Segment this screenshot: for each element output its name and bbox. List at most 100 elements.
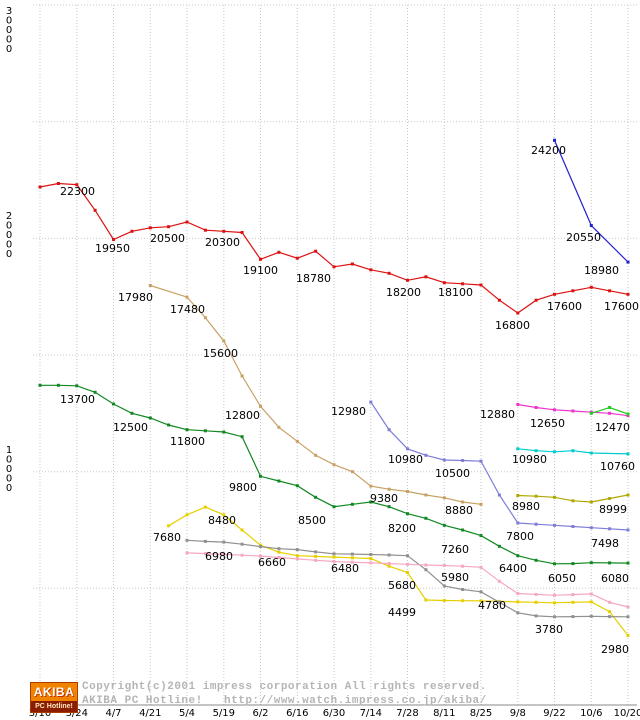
data-point-yellow (295, 554, 299, 558)
data-point-bright-green (608, 406, 612, 409)
point-label: 18100 (438, 286, 473, 299)
data-point-green (442, 523, 446, 527)
data-point-pink (314, 558, 318, 562)
data-point-green (608, 561, 612, 565)
data-point-periwinkle (626, 528, 630, 532)
data-point-periwinkle (571, 525, 575, 528)
data-point-pink (295, 557, 299, 561)
data-point-navy (589, 224, 593, 227)
data-point-gray (240, 542, 244, 546)
data-point-gray (571, 615, 575, 619)
point-label: 4499 (388, 606, 416, 619)
data-point-red (461, 282, 465, 286)
series-line-yellow (168, 506, 629, 636)
data-point-magenta (608, 411, 612, 415)
point-label: 2980 (601, 643, 629, 656)
data-point-pink (222, 552, 226, 556)
data-point-yellow (571, 600, 575, 604)
data-point-yellow (222, 513, 226, 517)
data-point-gray (259, 545, 262, 549)
x-tick-label: 6/16 (286, 708, 308, 719)
data-point-yellow (516, 600, 520, 604)
point-label: 5680 (388, 579, 416, 592)
data-point-green (112, 402, 115, 406)
data-point-green (387, 505, 391, 509)
point-label: 10980 (512, 453, 547, 466)
site-url-line: AKIBA PC Hotline! http://www.watch.impre… (82, 695, 487, 707)
data-point-periwinkle (553, 523, 556, 527)
data-point-red (479, 283, 483, 287)
data-point-gray (203, 539, 207, 543)
data-point-cyan (589, 451, 593, 455)
data-point-tan (185, 295, 189, 299)
data-point-navy (626, 260, 630, 264)
x-tick-label: 4/7 (105, 708, 121, 719)
point-label: 8999 (599, 503, 627, 516)
data-point-periwinkle (516, 521, 520, 525)
data-point-red (332, 265, 336, 269)
point-label: 24200 (531, 144, 566, 157)
point-label: 6400 (499, 562, 527, 575)
data-point-tan (479, 502, 483, 506)
data-point-periwinkle (534, 522, 538, 526)
data-point-pink (589, 592, 593, 596)
x-tick-label: 9/22 (543, 708, 565, 719)
data-point-green (222, 430, 226, 434)
data-point-periwinkle (461, 459, 465, 462)
data-point-pink (350, 560, 354, 564)
data-point-red (571, 289, 575, 293)
point-label: 7498 (591, 537, 619, 550)
data-point-olive (571, 499, 575, 503)
data-point-red (516, 311, 520, 315)
data-point-green (314, 495, 318, 499)
data-point-gray (534, 614, 538, 618)
data-point-pink (240, 553, 244, 557)
data-point-periwinkle (479, 459, 483, 463)
x-tick-label: 5/4 (179, 708, 195, 719)
data-point-gray (369, 553, 373, 556)
x-tick-label: 6/2 (252, 708, 268, 719)
point-label: 8880 (445, 504, 473, 517)
data-point-red (424, 275, 428, 279)
data-point-pink (406, 562, 409, 566)
data-point-green (497, 544, 501, 548)
data-point-periwinkle (387, 428, 391, 432)
data-point-periwinkle (442, 458, 446, 462)
data-point-yellow (240, 528, 244, 532)
point-label: 13700 (60, 393, 95, 406)
data-point-tan (203, 316, 207, 320)
point-label: 17980 (118, 291, 153, 304)
data-point-red (130, 229, 134, 233)
data-point-yellow (406, 571, 409, 574)
point-label: 18780 (296, 272, 331, 285)
data-point-yellow (167, 524, 171, 528)
data-point-green (406, 512, 409, 516)
data-point-green (534, 558, 538, 562)
data-point-pink (424, 563, 428, 567)
data-point-red (277, 250, 281, 254)
data-point-yellow (314, 554, 318, 558)
point-label: 6480 (331, 562, 359, 575)
data-point-green (332, 505, 336, 509)
data-point-green (259, 474, 262, 478)
point-label: 9380 (370, 492, 398, 505)
data-point-tan (148, 284, 152, 287)
data-point-yellow (185, 513, 189, 517)
data-point-olive (516, 494, 520, 497)
data-point-yellow (369, 557, 373, 560)
data-point-red (259, 257, 262, 261)
point-label: 6980 (205, 550, 233, 563)
data-point-red (38, 185, 42, 189)
point-label: 5980 (441, 571, 469, 584)
data-point-gray (516, 611, 520, 615)
x-tick-label: 7/14 (360, 708, 382, 719)
data-point-pink (534, 592, 538, 596)
data-point-tan (442, 496, 446, 500)
point-label: 11800 (170, 435, 205, 448)
data-point-tan (240, 374, 244, 378)
data-point-red (608, 289, 612, 293)
data-point-red (93, 208, 97, 212)
data-point-red (203, 228, 207, 232)
